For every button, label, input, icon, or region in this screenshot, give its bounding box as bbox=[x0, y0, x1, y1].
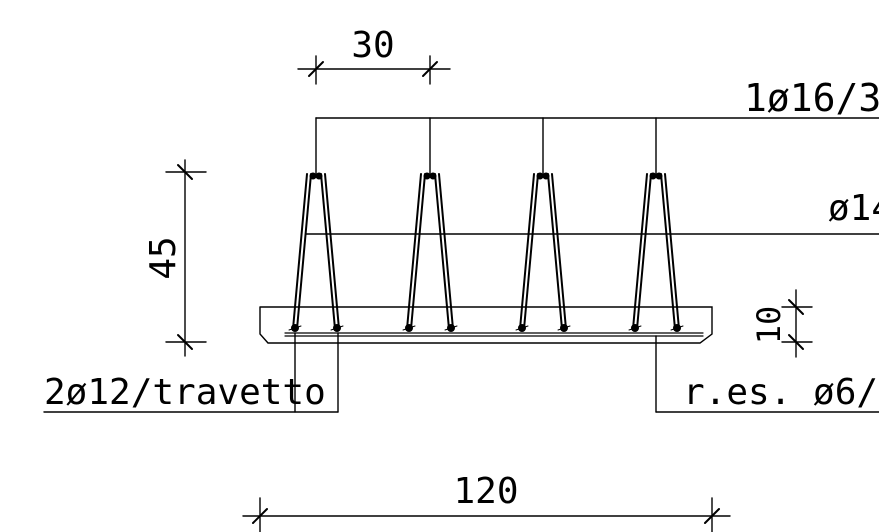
top-bar bbox=[429, 172, 437, 180]
slab-outline bbox=[259, 306, 713, 344]
bottom-right-leader bbox=[655, 335, 879, 413]
rib-height-dimension bbox=[165, 159, 207, 357]
slab-thickness-label: 10 bbox=[750, 306, 788, 345]
top-bar bbox=[542, 172, 550, 180]
top-bar bbox=[649, 172, 657, 180]
middle-bar-label: ø14 bbox=[828, 188, 879, 229]
top-bar bbox=[536, 172, 544, 180]
truss-girder bbox=[515, 172, 571, 332]
bottom-left-leader bbox=[43, 332, 339, 413]
truss-girders bbox=[288, 172, 684, 332]
bottom-right-label: r.es. ø6/15 bbox=[683, 372, 879, 413]
top-bar bbox=[423, 172, 431, 180]
top-bar-label: 1ø16/30 bbox=[744, 76, 879, 120]
truss-girder bbox=[402, 172, 458, 332]
rib-spacing-label: 30 bbox=[351, 25, 394, 66]
total-width-dimension bbox=[242, 497, 731, 532]
truss-girder bbox=[628, 172, 684, 332]
rib-spacing-dimension bbox=[297, 55, 451, 85]
truss-girder bbox=[288, 172, 344, 332]
total-width-label: 120 bbox=[453, 471, 518, 512]
top-bar-leader bbox=[315, 117, 879, 175]
top-bar bbox=[315, 172, 323, 180]
slab-thickness-dimension bbox=[781, 289, 813, 358]
top-bar bbox=[309, 172, 317, 180]
bottom-left-label: 2ø12/travetto bbox=[44, 372, 326, 413]
rib-height-label: 45 bbox=[143, 236, 184, 279]
top-bar bbox=[655, 172, 663, 180]
